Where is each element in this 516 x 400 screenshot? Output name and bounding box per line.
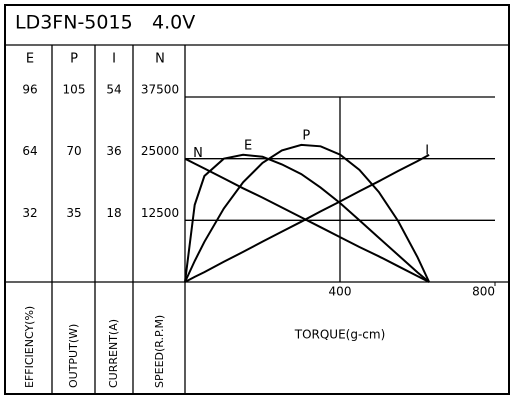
x-axis-label: TORQUE(g-cm)	[294, 328, 386, 342]
axis-header: P	[70, 52, 78, 67]
axis-header: N	[155, 52, 165, 67]
y-tick-label: 25000	[141, 144, 179, 158]
y-tick-label: 36	[106, 144, 121, 158]
curve	[184, 154, 430, 283]
axis-label: CURRENT(A)	[107, 319, 120, 388]
series-label: N	[193, 146, 203, 161]
curve	[184, 143, 431, 283]
frame	[4, 4, 510, 395]
y-tick-label: 35	[66, 206, 81, 220]
y-tick-label: 32	[22, 206, 37, 220]
axis-label: OUTPUT(W)	[67, 324, 80, 388]
series-label: E	[244, 138, 252, 153]
curve	[184, 157, 430, 283]
y-tick-label: 12500	[141, 206, 179, 220]
x-tick-label: 400	[329, 285, 352, 299]
x-tick-label: 800	[472, 285, 495, 299]
y-tick-label: 64	[22, 144, 37, 158]
series-label: I	[425, 143, 429, 158]
chart-title: LD3FN-5015	[15, 12, 133, 34]
axis-label: EFFICIENCY(%)	[23, 306, 36, 388]
y-tick-label: 18	[106, 206, 121, 220]
axis-header: I	[112, 52, 116, 67]
axis-header: E	[26, 52, 34, 67]
y-tick-label: 96	[22, 83, 37, 97]
y-tick-label: 54	[106, 83, 121, 97]
y-tick-label: 70	[66, 144, 81, 158]
curve	[184, 153, 430, 283]
series-label: P	[302, 128, 310, 143]
y-tick-label: 37500	[141, 83, 179, 97]
axis-label: SPEED(R.P.M)	[153, 315, 166, 388]
chart-subtitle: 4.0V	[152, 12, 195, 34]
y-tick-label: 105	[63, 83, 86, 97]
